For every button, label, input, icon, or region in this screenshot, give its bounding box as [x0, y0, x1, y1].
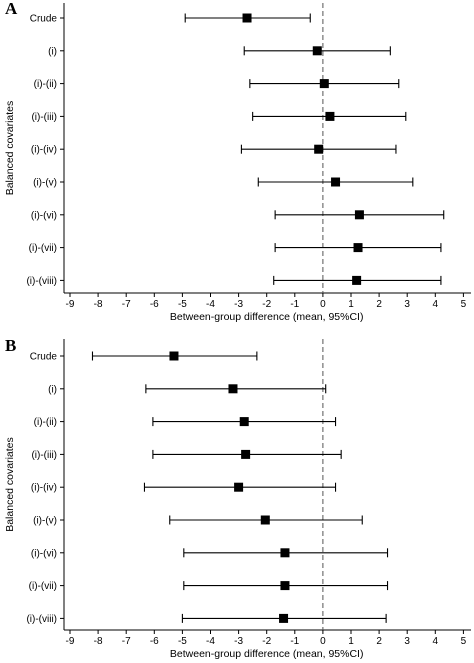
panel-b-x-tick-label: -5 — [178, 636, 187, 647]
panel-a-category-label: (i)-(iv) — [31, 145, 57, 156]
panel-b-point-estimate — [241, 449, 251, 459]
panel-b-x-tick-label: 5 — [461, 636, 467, 647]
panel-b-x-tick-label: -1 — [290, 636, 299, 647]
panel-a-category-label: (i) — [48, 46, 57, 57]
panel-b-point-estimate — [280, 548, 290, 558]
panel-a-x-tick-label: -3 — [234, 299, 243, 310]
panel-b-point-estimate — [234, 482, 244, 492]
panel-a-x-tick-label: 1 — [348, 299, 354, 310]
panel-a-point-estimate — [319, 79, 329, 89]
panel-b-x-tick-label: 2 — [376, 636, 382, 647]
panel-b-point-estimate — [169, 351, 179, 361]
panel-a-y-axis-title: Balanced covariates — [4, 101, 16, 196]
panel-a-category-label: (i)-(iii) — [31, 112, 57, 123]
panel-a-x-tick-label: 3 — [404, 299, 410, 310]
panel-a-x-tick-label: 0 — [320, 299, 326, 310]
panel-a-x-tick-label: -4 — [206, 299, 215, 310]
panel-b-x-tick-label: -4 — [206, 636, 215, 647]
panel-b-x-axis-title: Between-group difference (mean, 95%CI) — [170, 648, 364, 660]
panel-a-category-label: (i)-(v) — [33, 178, 57, 189]
panel-a-x-tick-label: -6 — [150, 299, 159, 310]
panel-a-x-tick-label: -1 — [290, 299, 299, 310]
panel-a-category-label: (i)-(viii) — [26, 276, 57, 287]
panel-b-point-estimate — [279, 613, 289, 623]
panel-a-category-label: (i)-(ii) — [34, 79, 57, 90]
panel-a-x-tick-label: -5 — [178, 299, 187, 310]
panel-b-x-tick-label: 0 — [320, 636, 326, 647]
panel-b-x-tick-label: -8 — [94, 636, 103, 647]
panel-b-x-tick-label: -7 — [122, 636, 131, 647]
panel-a-category-label: (i)-(vi) — [31, 210, 57, 221]
panel-b-x-tick-label: -9 — [66, 636, 75, 647]
panel-a-point-estimate — [314, 144, 324, 154]
panel-b-category-label: (i)-(vi) — [31, 548, 57, 559]
panel-a-point-estimate — [354, 210, 364, 220]
panel-b-x-tick-label: 4 — [433, 636, 439, 647]
panel-a-point-estimate — [331, 177, 341, 187]
panel-b-point-estimate — [228, 384, 238, 394]
panel-b-category-label: (i)-(vii) — [29, 581, 57, 592]
panel-b-x-tick-label: 3 — [404, 636, 410, 647]
panel-b-x-tick-label: -2 — [262, 636, 271, 647]
panel-a-x-tick-label: 4 — [433, 299, 439, 310]
panel-b-category-label: (i)-(iii) — [31, 450, 57, 461]
panel-b-y-axis-title: Balanced covariates — [4, 437, 16, 532]
panel-a-point-estimate — [242, 13, 252, 23]
panel-b-x-tick-label: -3 — [234, 636, 243, 647]
panel-b-point-estimate — [260, 515, 270, 525]
panel-b-point-estimate — [280, 581, 290, 591]
panel-b-letter: B — [5, 336, 16, 355]
panel-a-x-tick-label: -2 — [262, 299, 271, 310]
panel-b-category-label: (i)-(viii) — [26, 614, 57, 625]
panel-a-x-tick-label: -7 — [122, 299, 131, 310]
panel-b-category-label: Crude — [30, 352, 58, 363]
panel-a-x-tick-label: -8 — [94, 299, 103, 310]
panel-a-x-tick-label: 2 — [376, 299, 382, 310]
panel-b-category-label: (i) — [48, 384, 57, 395]
panel-a-point-estimate — [352, 275, 362, 285]
panel-b-x-tick-label: 1 — [348, 636, 354, 647]
panel-b-category-label: (i)-(ii) — [34, 417, 57, 428]
panel-b-x-tick-label: -6 — [150, 636, 159, 647]
panel-a-letter: A — [5, 0, 18, 18]
panel-a-x-tick-label: 5 — [461, 299, 467, 310]
panel-a-x-axis-title: Between-group difference (mean, 95%CI) — [170, 311, 364, 323]
panel-a-point-estimate — [325, 111, 335, 121]
panel-a-category-label: (i)-(vii) — [29, 243, 57, 254]
panel-b-category-label: (i)-(iv) — [31, 483, 57, 494]
panel-b-point-estimate — [239, 417, 249, 427]
panel-a-point-estimate — [353, 243, 363, 253]
panel-a-point-estimate — [312, 46, 322, 56]
panel-a-x-tick-label: -9 — [66, 299, 75, 310]
panel-a-category-label: Crude — [30, 14, 58, 25]
panel-b-category-label: (i)-(v) — [33, 516, 57, 527]
